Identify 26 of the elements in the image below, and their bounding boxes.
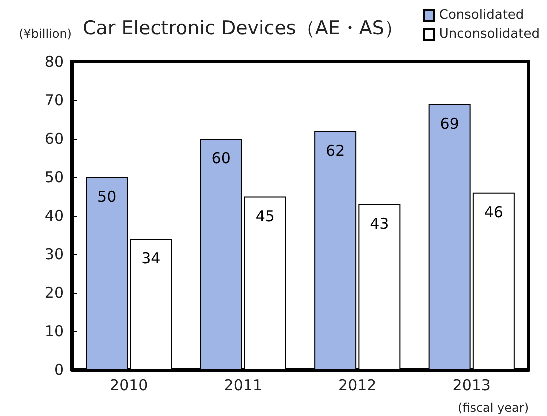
legend-label: Consolidated bbox=[439, 8, 524, 23]
data-label: 34 bbox=[142, 250, 161, 268]
data-label: 60 bbox=[212, 150, 231, 168]
x-tick-label: 2013 bbox=[452, 376, 491, 394]
y-tick-label: 40 bbox=[44, 207, 64, 225]
legend-label: Unconsolidated bbox=[439, 27, 540, 42]
y-tick-label: 20 bbox=[44, 284, 64, 302]
y-tick-label: 60 bbox=[44, 130, 64, 148]
x-tick-label: 2010 bbox=[110, 376, 148, 394]
y-tick-label: 80 bbox=[44, 53, 64, 71]
data-label: 46 bbox=[484, 203, 504, 222]
y-axis-title: (¥billion) bbox=[19, 27, 72, 41]
x-tick-label: 2011 bbox=[224, 376, 262, 394]
y-tick-label: 30 bbox=[44, 246, 64, 264]
x-tick-label: 2012 bbox=[338, 376, 377, 394]
y-tick-label: 10 bbox=[44, 322, 64, 340]
data-label: 50 bbox=[98, 188, 117, 206]
x-axis-title: (fiscal year) bbox=[458, 401, 529, 415]
data-label: 69 bbox=[440, 114, 460, 133]
data-label: 43 bbox=[370, 214, 390, 233]
data-label: 45 bbox=[256, 207, 275, 226]
y-tick-label: 50 bbox=[44, 168, 64, 186]
chart-title: Car Electronic Devices（AE・AS） bbox=[83, 18, 404, 40]
y-tick-label: 70 bbox=[44, 92, 64, 110]
data-label: 62 bbox=[326, 142, 346, 160]
y-tick-label: 0 bbox=[54, 361, 64, 379]
